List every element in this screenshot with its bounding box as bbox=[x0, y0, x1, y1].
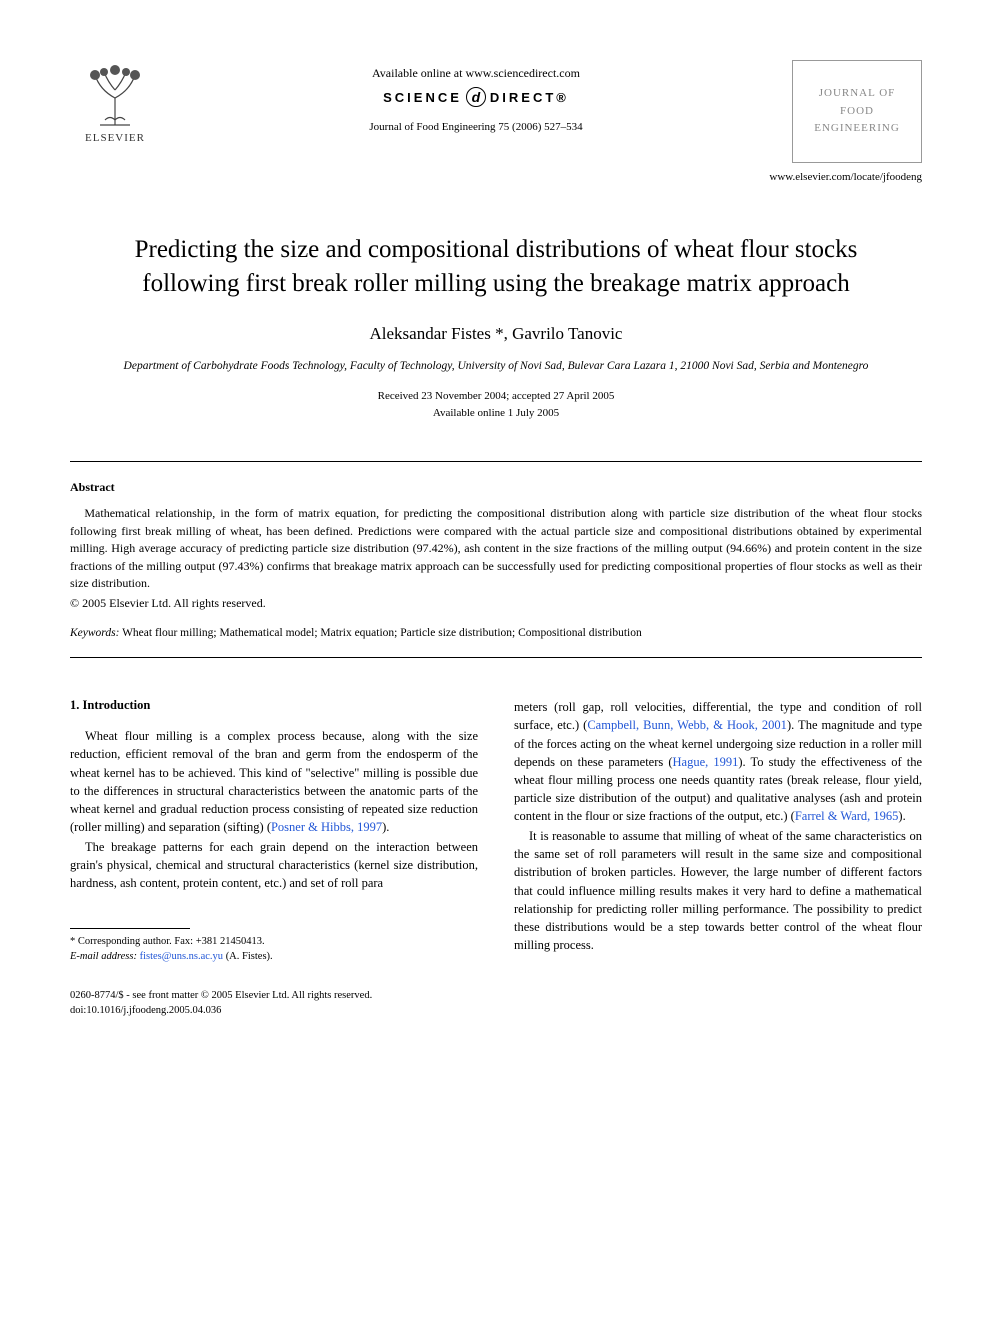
p3-text-d: ). bbox=[898, 809, 905, 823]
section-1-heading: 1. Introduction bbox=[70, 698, 478, 713]
ref-posner-hibbs[interactable]: Posner & Hibbs, 1997 bbox=[271, 820, 382, 834]
ref-hague[interactable]: Hague, 1991 bbox=[673, 755, 739, 769]
received-accepted-date: Received 23 November 2004; accepted 27 A… bbox=[70, 388, 922, 405]
email-line: E-mail address: fistes@uns.ns.ac.yu (A. … bbox=[70, 950, 478, 965]
footer-front-matter: 0260-8774/$ - see front matter © 2005 El… bbox=[70, 989, 478, 1004]
keywords-label: Keywords: bbox=[70, 627, 119, 639]
footnote-rule bbox=[70, 928, 190, 929]
paragraph-3: meters (roll gap, roll velocities, diffe… bbox=[514, 698, 922, 825]
ref-farrel-ward[interactable]: Farrel & Ward, 1965 bbox=[795, 809, 899, 823]
rule-above-abstract bbox=[70, 461, 922, 462]
paragraph-4: It is reasonable to assume that milling … bbox=[514, 827, 922, 954]
available-online-text: Available online at www.sciencedirect.co… bbox=[160, 66, 792, 81]
keywords-line: Keywords: Wheat flour milling; Mathemati… bbox=[70, 627, 922, 639]
ref-campbell[interactable]: Campbell, Bunn, Webb, & Hook, 2001 bbox=[587, 718, 787, 732]
article-title: Predicting the size and compositional di… bbox=[100, 233, 892, 301]
footer-meta: 0260-8774/$ - see front matter © 2005 El… bbox=[70, 989, 478, 1018]
page-header: ELSEVIER Available online at www.science… bbox=[70, 60, 922, 163]
journal-box-line3: ENGINEERING bbox=[799, 120, 915, 138]
left-column: 1. Introduction Wheat flour milling is a… bbox=[70, 698, 478, 1018]
author-line: Aleksandar Fistes *, Gavrilo Tanovic bbox=[70, 324, 922, 344]
article-dates: Received 23 November 2004; accepted 27 A… bbox=[70, 388, 922, 421]
keywords-text: Wheat flour milling; Mathematical model;… bbox=[119, 627, 641, 639]
affiliation: Department of Carbohydrate Foods Technol… bbox=[110, 358, 882, 374]
science-direct-right: DIRECT® bbox=[490, 90, 569, 105]
p2-text-a: The breakage patterns for each grain dep… bbox=[70, 840, 478, 890]
paragraph-1: Wheat flour milling is a complex process… bbox=[70, 727, 478, 836]
publisher-name: ELSEVIER bbox=[85, 132, 145, 144]
science-direct-logo: SCIENCE d DIRECT® bbox=[160, 87, 792, 107]
journal-box-line2: FOOD bbox=[799, 103, 915, 121]
paragraph-2: The breakage patterns for each grain dep… bbox=[70, 838, 478, 892]
journal-reference: Journal of Food Engineering 75 (2006) 52… bbox=[160, 121, 792, 133]
footer-doi: doi:10.1016/j.jfoodeng.2005.04.036 bbox=[70, 1004, 478, 1019]
elsevier-tree-icon bbox=[80, 60, 150, 130]
corresponding-author-note: * Corresponding author. Fax: +381 214504… bbox=[70, 935, 478, 950]
p1-text-b: ). bbox=[382, 820, 389, 834]
body-columns: 1. Introduction Wheat flour milling is a… bbox=[70, 698, 922, 1018]
p1-text-a: Wheat flour milling is a complex process… bbox=[70, 729, 478, 834]
email-label: E-mail address: bbox=[70, 951, 137, 962]
journal-box-line1: JOURNAL OF bbox=[799, 85, 915, 103]
locate-url[interactable]: www.elsevier.com/locate/jfoodeng bbox=[70, 171, 922, 183]
email-name: (A. Fistes). bbox=[223, 951, 273, 962]
rule-below-keywords bbox=[70, 657, 922, 658]
abstract-heading: Abstract bbox=[70, 480, 922, 495]
journal-title-box: JOURNAL OF FOOD ENGINEERING bbox=[792, 60, 922, 163]
online-date: Available online 1 July 2005 bbox=[70, 405, 922, 422]
publisher-logo: ELSEVIER bbox=[70, 60, 160, 144]
author-email[interactable]: fistes@uns.ns.ac.yu bbox=[140, 951, 223, 962]
header-center: Available online at www.sciencedirect.co… bbox=[160, 60, 792, 133]
science-direct-left: SCIENCE bbox=[383, 90, 462, 105]
abstract-body: Mathematical relationship, in the form o… bbox=[70, 505, 922, 592]
right-column: meters (roll gap, roll velocities, diffe… bbox=[514, 698, 922, 1018]
science-direct-d-icon: d bbox=[466, 87, 486, 107]
abstract-copyright: © 2005 Elsevier Ltd. All rights reserved… bbox=[70, 596, 922, 611]
